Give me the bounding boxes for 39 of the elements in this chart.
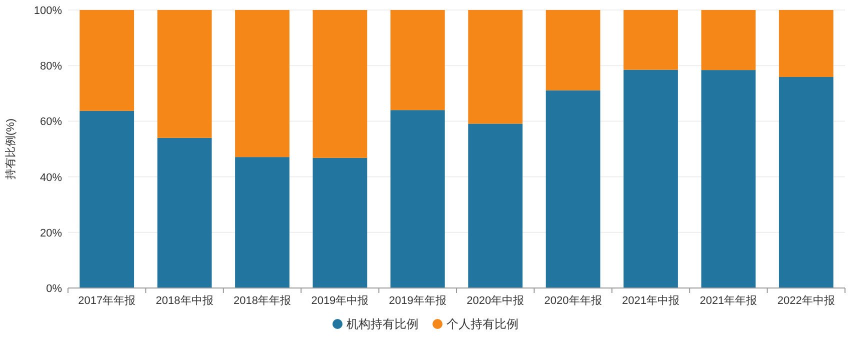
bar <box>778 77 834 288</box>
x-tick-label: 2020年年报 <box>544 295 602 307</box>
bar <box>235 10 290 158</box>
bar <box>468 124 523 288</box>
bar <box>390 10 445 110</box>
bar <box>624 70 678 288</box>
bar <box>80 110 134 288</box>
y-axis-title: 持有比例(%) <box>4 118 17 180</box>
y-tick-label: 0% <box>46 283 62 295</box>
y-tick-label: 20% <box>40 227 62 240</box>
y-tick-label: 60% <box>40 116 62 128</box>
x-tick-label: 2021年年报 <box>700 295 758 307</box>
x-tick-label: 2018年中报 <box>156 294 214 307</box>
x-tick-label: 2021年中报 <box>622 294 680 307</box>
bar <box>778 10 834 77</box>
bar <box>157 10 212 138</box>
bar <box>157 138 212 288</box>
bar <box>546 90 600 288</box>
x-tick-label: 2022年中报 <box>777 294 835 307</box>
bar <box>390 110 445 288</box>
y-tick-label: 40% <box>40 172 62 184</box>
bar <box>312 10 368 158</box>
legend-label: 个人持有比例 <box>446 317 518 331</box>
y-tick-label: 80% <box>40 60 62 73</box>
bar <box>80 10 134 111</box>
x-tick-label: 2019年年报 <box>388 295 446 307</box>
bar <box>701 70 756 288</box>
x-tick-label: 2020年中报 <box>466 294 524 307</box>
legend-label: 机构持有比例 <box>346 317 418 331</box>
x-tick-label: 2019年中报 <box>311 294 369 307</box>
x-tick-label: 2017年年报 <box>78 295 136 307</box>
bar <box>235 157 290 288</box>
bar <box>701 10 756 70</box>
bar <box>312 158 368 288</box>
y-tick-label: 100% <box>34 5 62 17</box>
x-tick-label: 2018年年报 <box>234 295 291 307</box>
bar <box>468 10 523 124</box>
bar <box>624 10 678 70</box>
bar <box>546 10 600 90</box>
